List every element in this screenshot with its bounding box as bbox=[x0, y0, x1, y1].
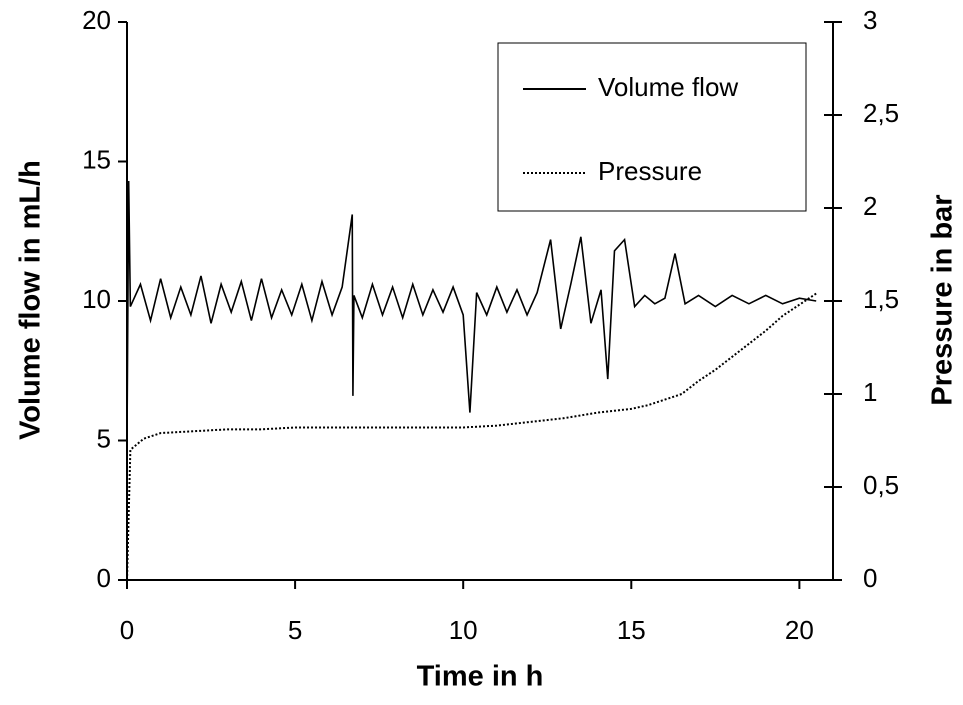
x-tick-label: 20 bbox=[785, 615, 814, 645]
y-tick-label: 20 bbox=[82, 5, 111, 35]
y-tick-label: 10 bbox=[82, 284, 111, 314]
legend-label: Volume flow bbox=[598, 72, 738, 102]
y-tick-label: 5 bbox=[97, 423, 111, 453]
y2-tick-label: 1 bbox=[863, 377, 877, 407]
x-tick-label: 5 bbox=[288, 615, 302, 645]
y2-tick-label: 2 bbox=[863, 191, 877, 221]
y-axis-label: Volume flow in mL/h bbox=[15, 160, 47, 440]
y-tick-label: 0 bbox=[97, 563, 111, 593]
y2-tick-label: 2,5 bbox=[863, 98, 899, 128]
y2-tick-label: 1,5 bbox=[863, 284, 899, 314]
series-line bbox=[126, 181, 817, 441]
x-axis-label: Time in h bbox=[417, 661, 544, 693]
x-tick-label: 0 bbox=[120, 615, 134, 645]
series-line bbox=[126, 292, 817, 581]
x-tick-label: 15 bbox=[617, 615, 646, 645]
y2-tick-label: 3 bbox=[863, 5, 877, 35]
legend-label: Pressure bbox=[598, 156, 702, 186]
x-tick-label: 10 bbox=[449, 615, 478, 645]
legend-box bbox=[497, 42, 807, 212]
y2-tick-label: 0 bbox=[863, 563, 877, 593]
y2-axis-label: Pressure in bar bbox=[927, 194, 959, 405]
y-tick-label: 15 bbox=[82, 144, 111, 174]
y2-tick-label: 0,5 bbox=[863, 470, 899, 500]
